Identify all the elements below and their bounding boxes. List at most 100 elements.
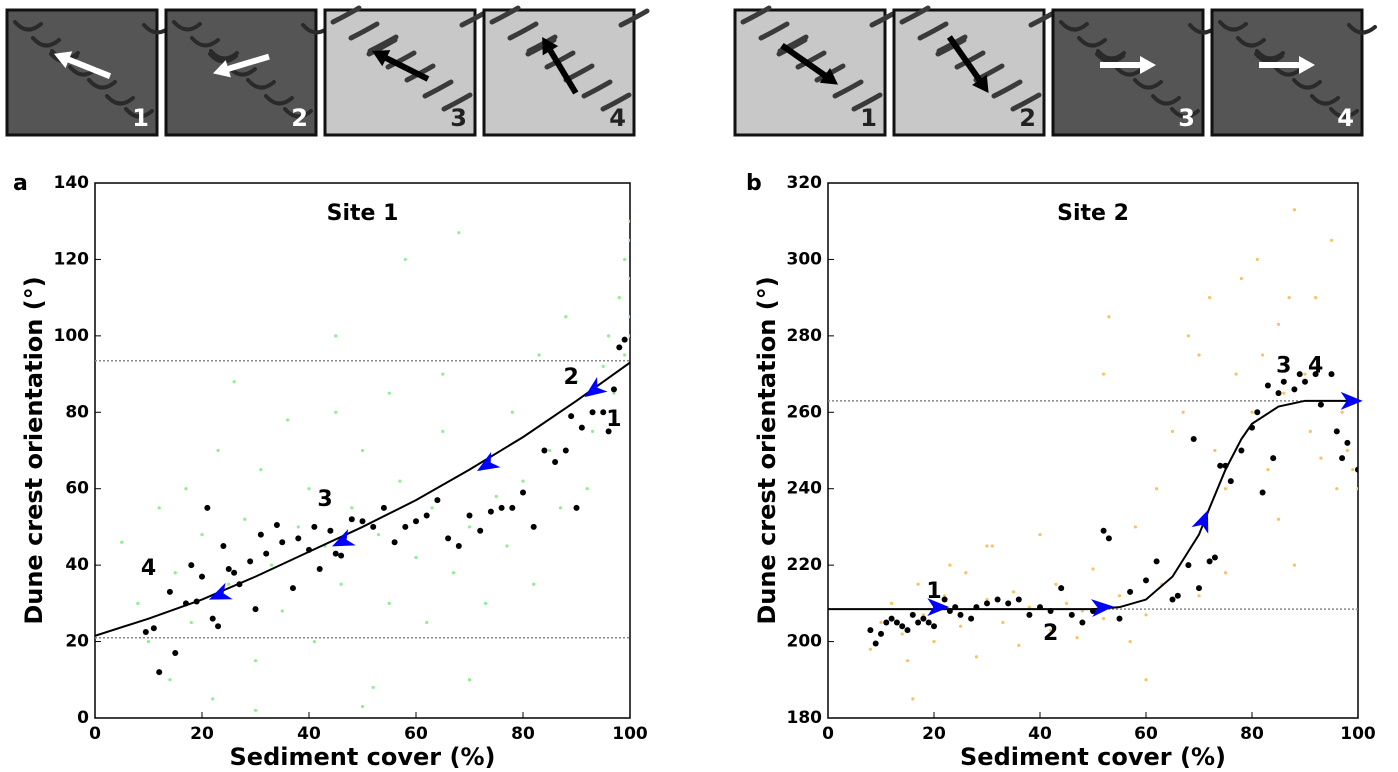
scatter-point — [1282, 391, 1286, 395]
texture — [366, 37, 398, 57]
scatter-point — [904, 627, 911, 634]
scatter-point — [295, 535, 302, 542]
scatter-point — [578, 424, 585, 431]
scatter-point — [590, 429, 595, 433]
scatter-point — [1174, 592, 1181, 599]
scatter-point — [1270, 455, 1277, 462]
scatter-point — [1280, 378, 1287, 385]
y-tick-label: 40 — [65, 555, 89, 575]
texture — [618, 8, 650, 28]
x-tick-label: 20 — [922, 724, 946, 744]
scatter-point — [376, 532, 381, 537]
thumbnail-image — [892, 8, 1046, 137]
scatter-point — [1261, 353, 1265, 357]
direction-arrow — [584, 376, 608, 398]
scatter-point — [146, 639, 151, 644]
scatter-point — [1058, 585, 1065, 592]
y-tick-label: 200 — [787, 632, 823, 652]
y-tick-label: 20 — [65, 632, 89, 652]
scatter-point — [257, 531, 264, 538]
scatter-point — [888, 615, 895, 622]
texture — [246, 78, 276, 90]
chart-title: Site 2 — [1057, 201, 1129, 226]
scatter-point — [943, 594, 947, 598]
scatter-point — [269, 563, 274, 567]
scatter-point — [1355, 466, 1358, 473]
thumbnail: 1 — [5, 8, 172, 137]
direction-arrow — [1340, 391, 1363, 410]
thumbnail: 3 — [323, 5, 491, 137]
scatter-point — [1026, 611, 1033, 618]
scatter-point — [521, 479, 525, 483]
scatter-point — [215, 623, 222, 630]
scatter-point — [1223, 487, 1228, 491]
scatter-point — [296, 525, 300, 529]
scatter-point — [1303, 372, 1307, 376]
texture — [1347, 23, 1377, 35]
y-axis-label: Dune crest orientation (°) — [753, 276, 781, 624]
scatter-point — [984, 600, 990, 607]
scatter-point — [905, 659, 910, 663]
scatter-point — [558, 506, 563, 510]
scatter-point — [199, 573, 205, 580]
thumbnail-label: 2 — [1019, 104, 1036, 132]
thumbnail: 3 — [1051, 8, 1218, 137]
scatter-point — [1143, 577, 1149, 584]
scatter-point — [150, 625, 157, 632]
scatter-point — [1287, 296, 1291, 300]
scatter-point — [1217, 462, 1224, 469]
scatter-point — [1308, 429, 1312, 433]
scatter-point — [941, 596, 948, 603]
y-tick-label: 220 — [787, 555, 823, 575]
y-tick-label: 260 — [787, 402, 823, 422]
scatter-point — [628, 238, 630, 242]
texture — [87, 78, 117, 90]
y-tick-label: 140 — [54, 173, 90, 193]
axes-frame — [827, 182, 1359, 719]
scatter-point — [311, 523, 318, 530]
fit-curve — [828, 399, 1358, 611]
scatter-point — [425, 620, 429, 625]
texture — [1329, 107, 1359, 119]
scatter-point — [893, 619, 900, 626]
scatter-point — [990, 544, 994, 548]
thumbnail-arrowhead — [54, 51, 73, 69]
scatter-point — [1128, 639, 1132, 644]
scatter-point — [359, 518, 366, 525]
scatter-point — [339, 582, 343, 586]
thumbnail-arrowhead — [1299, 56, 1315, 74]
scatter-point — [1186, 334, 1190, 338]
thumbnail-label: 2 — [291, 104, 308, 132]
scatter-point — [628, 334, 630, 338]
texture — [441, 92, 473, 112]
scatter-point — [1116, 615, 1123, 622]
texture — [1273, 65, 1303, 77]
scatter-point — [1239, 276, 1243, 281]
texture — [1151, 94, 1181, 106]
scatter-point — [316, 565, 323, 572]
scatter-point — [1196, 585, 1202, 592]
scatter-point — [1296, 371, 1303, 378]
annotation: 4 — [1308, 353, 1323, 378]
scatter-point — [568, 413, 575, 420]
scatter-point — [900, 632, 904, 636]
direction-arrow — [477, 451, 501, 471]
scatter-point — [899, 623, 906, 630]
thumbnail-label: 3 — [450, 104, 467, 132]
scatter-point — [537, 353, 541, 357]
scatter-point — [916, 582, 920, 586]
annotation: 2 — [563, 365, 578, 390]
scatter-point — [120, 540, 124, 544]
texture — [124, 107, 154, 119]
scatter-point — [1185, 562, 1192, 569]
texture — [899, 5, 931, 25]
scatter-point — [1213, 448, 1217, 453]
scatter-point — [307, 487, 311, 491]
scatter-point — [263, 550, 270, 557]
scatter-point — [403, 257, 407, 262]
scatter-point — [1100, 527, 1107, 534]
scatter-point — [467, 525, 472, 529]
thumbnail: 1 — [733, 5, 901, 137]
scatter-point — [1001, 620, 1005, 625]
